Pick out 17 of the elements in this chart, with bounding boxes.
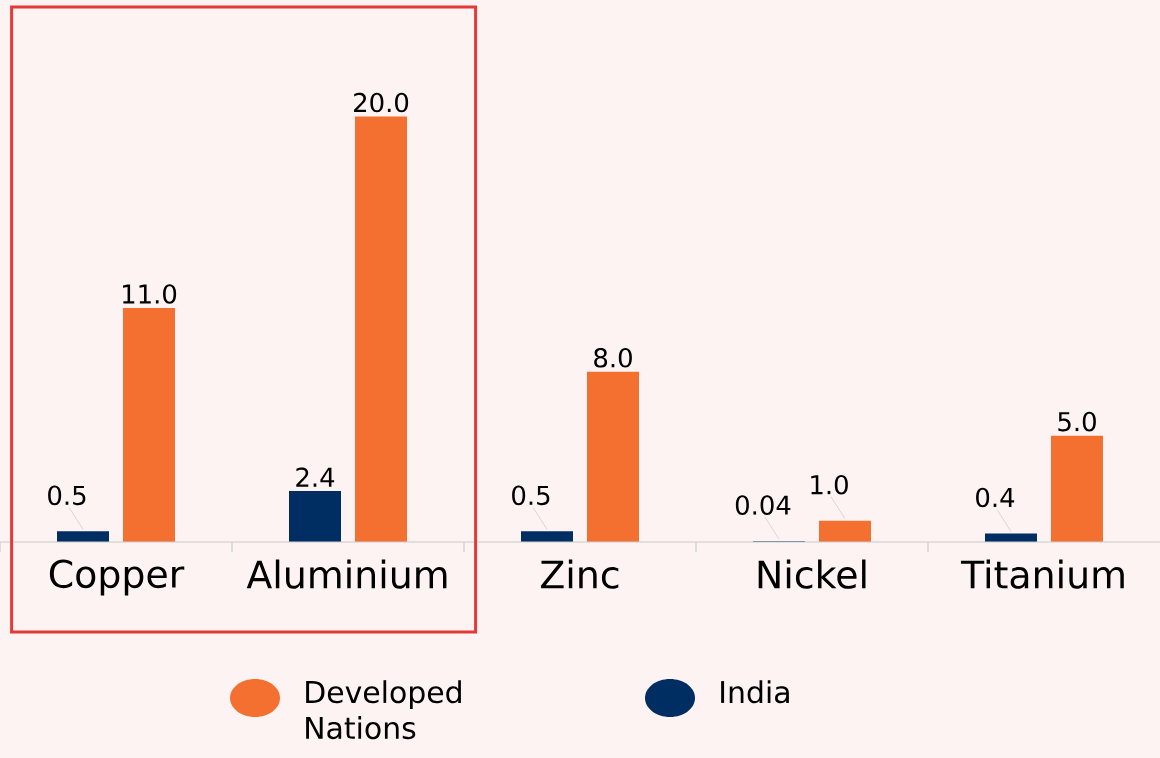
data-label: 11.0 [123,284,177,304]
data-label: 0.4 [976,487,1015,508]
x-tick-label: Titanium [960,559,1124,589]
x-tick-label: Nickel [758,559,866,589]
x-tick-label: Aluminium [246,559,447,589]
data-label: 0.5 [48,485,86,506]
legend-label: Developed Nations [306,680,461,740]
data-label: 8.0 [594,348,632,368]
data-label: 20.0 [354,92,409,113]
data-label: 5.0 [1058,411,1096,432]
x-tick-label: Copper [49,559,185,596]
data-label: 0.04 [735,495,791,515]
legend-label: India [721,680,789,704]
data-label: 1.0 [811,474,848,495]
x-tick-label: Zinc [541,559,619,589]
data-label: 2.4 [296,467,335,487]
data-label: 0.5 [512,485,550,506]
